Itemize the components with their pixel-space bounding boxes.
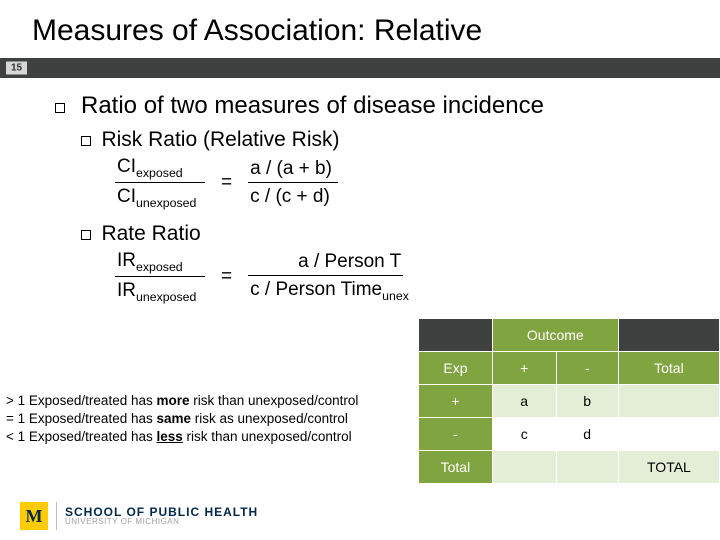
divider-bar: 15 — [0, 58, 720, 78]
rate-ratio-formula: IRexposed IRunexposed = a / Person T c /… — [55, 248, 680, 306]
cell-row1-total — [618, 385, 719, 418]
rate-bot-sub: unex — [382, 289, 409, 303]
slide-title: Measures of Association: Relative — [0, 0, 720, 58]
cell-a: a — [492, 385, 556, 418]
outcome-table: Outcome Exp + - Total + a b - c d Total … — [418, 318, 720, 484]
risk-ratio-formula: CIexposed CIunexposed = a / (a + b) c / … — [55, 154, 680, 212]
ci-unexposed: CI — [117, 186, 136, 207]
ir-unexposed-sub: unexposed — [136, 290, 196, 304]
interp-lt: < 1 Exposed/treated has less risk than u… — [6, 428, 358, 446]
col-total: Total — [618, 352, 719, 385]
col-plus: + — [492, 352, 556, 385]
logo-m-icon: M — [20, 502, 48, 530]
row-total: Total — [419, 451, 493, 484]
blank-cell — [618, 319, 719, 352]
ci-unexposed-sub: unexposed — [136, 196, 196, 210]
cell-b: b — [556, 385, 618, 418]
col-minus: - — [556, 352, 618, 385]
cell-total: TOTAL — [618, 451, 719, 484]
row-minus: - — [419, 418, 493, 451]
rr-bot: c / (c + d) — [248, 183, 332, 210]
interp-gt: > 1 Exposed/treated has more risk than u… — [6, 392, 358, 410]
cell-c: c — [492, 418, 556, 451]
logo-line2: UNIVERSITY OF MICHIGAN — [65, 518, 258, 526]
logo: M SCHOOL OF PUBLIC HEALTH UNIVERSITY OF … — [20, 502, 258, 530]
rate-ratio-row: Rate Ratio — [55, 222, 680, 246]
interp-eq: = 1 Exposed/treated has same risk as une… — [6, 410, 358, 428]
cell-col2-total — [556, 451, 618, 484]
ci-exposed: CI — [117, 156, 136, 177]
risk-ratio-label: Risk Ratio (Relative Risk) — [101, 128, 339, 151]
ci-exposed-sub: exposed — [136, 166, 183, 180]
equals: = — [221, 264, 232, 290]
bullet-main: Ratio of two measures of disease inciden… — [81, 92, 544, 120]
ir-exposed-sub: exposed — [136, 260, 183, 274]
bullet-icon — [55, 103, 65, 113]
outcome-header: Outcome — [492, 319, 618, 352]
exp-label: Exp — [419, 352, 493, 385]
bullet-icon — [81, 136, 91, 146]
logo-text: SCHOOL OF PUBLIC HEALTH UNIVERSITY OF MI… — [65, 506, 258, 527]
rate-ratio-label: Rate Ratio — [101, 222, 200, 245]
risk-ratio-row: Risk Ratio (Relative Risk) — [55, 128, 680, 152]
rate-top: a / Person T — [298, 251, 401, 272]
page-number: 15 — [6, 62, 27, 75]
equals: = — [221, 170, 232, 196]
interpretation: > 1 Exposed/treated has more risk than u… — [6, 392, 358, 447]
rate-bot: c / Person Time — [250, 279, 382, 300]
content: Ratio of two measures of disease inciden… — [0, 78, 720, 306]
bullet-icon — [81, 230, 91, 240]
outcome-table-wrap: Outcome Exp + - Total + a b - c d Total … — [418, 318, 720, 484]
rr-top: a / (a + b) — [248, 156, 338, 184]
row-plus: + — [419, 385, 493, 418]
logo-separator — [56, 502, 57, 530]
ir-exposed: IR — [117, 250, 136, 271]
bullet-main-row: Ratio of two measures of disease inciden… — [55, 92, 680, 120]
cell-col1-total — [492, 451, 556, 484]
blank-cell — [419, 319, 493, 352]
cell-d: d — [556, 418, 618, 451]
cell-row2-total — [618, 418, 719, 451]
ir-unexposed: IR — [117, 280, 136, 301]
